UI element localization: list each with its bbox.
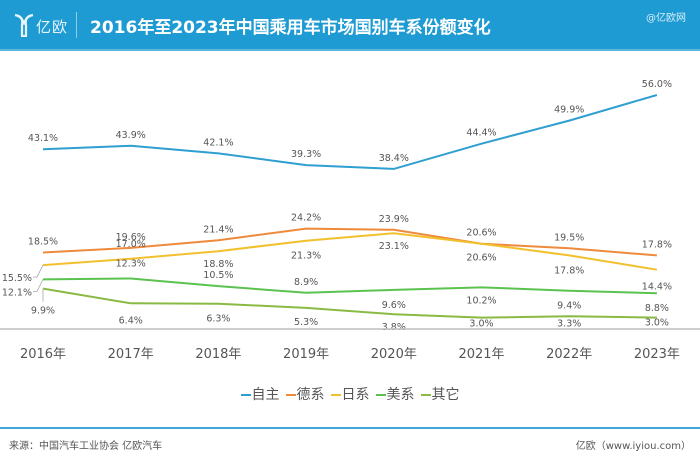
x-tick-label: 2018年 [195,347,241,362]
legend-swatch [285,394,296,396]
data-label-meixi: 10.2% [466,295,496,306]
series-line-qita [42,287,657,319]
series-line-rixi [42,232,658,271]
logo: 亿欧 [14,13,76,37]
legend-label: 德系 [296,387,325,403]
logo-text: 亿欧 [36,18,69,36]
data-label-zizhu: 43.1% [28,133,58,144]
data-label-zizhu: 56.0% [642,79,672,90]
data-label-zizhu: 44.4% [466,128,496,139]
data-label-qita: 9.9% [31,306,55,317]
data-label-zizhu: 42.1% [203,137,233,148]
data-label-meixi: 9.4% [557,301,581,312]
legend-item-rixi: 日系 [330,384,370,404]
legend-swatch [420,394,431,396]
legend-item-qita: 其它 [420,384,460,404]
footer-divider [0,427,700,429]
data-label-rixi: 20.6% [466,253,496,264]
data-label-qita: 3.8% [382,322,406,333]
data-label-meixi: 9.6% [382,300,406,311]
series-line-zizhu [42,94,658,170]
legend-item-meixi: 美系 [375,384,415,404]
site-credit: 亿欧（www.iyiou.com） [575,441,691,452]
data-label-dexi: 23.9% [379,214,409,225]
legend-label: 其它 [431,387,460,403]
data-label-qita: 3.0% [469,319,493,330]
series-line-dexi [42,227,657,257]
data-label-zizhu: 49.9% [554,105,584,116]
x-tick-label: 2016年 [20,347,66,362]
x-tick-label: 2023年 [634,347,680,362]
header-divider [76,12,77,38]
data-label-rixi: 18.8% [203,259,233,270]
data-label-dexi: 17.8% [642,239,672,250]
chart-title: 2016年至2023年中国乘用车市场国别车系份额变化 [90,18,491,38]
x-tick-label: 2017年 [108,347,154,362]
x-axis-ticks: 2016年 2017年 2018年 2019年 2020年 2021年 2022年 2023年 [20,347,680,362]
data-label-dexi: 19.5% [554,232,584,243]
data-label-rixi: 17.0% [116,239,146,250]
header-bar: 亿欧 2016年至2023年中国乘用车市场国别车系份额变化 @亿欧网 [0,0,700,51]
data-label-meixi: 12.3% [116,259,146,270]
data-label-zizhu: 39.3% [291,149,321,160]
data-label-rixi: 21.3% [291,251,321,262]
data-label-meixi: 8.9% [294,277,318,288]
x-tick-label: 2021年 [458,347,504,362]
logo-y-icon [14,13,34,37]
legend-label: 日系 [341,387,370,403]
label-leader-line [33,264,44,278]
line-chart: 43.1% 43.9% 42.1% 39.3% 38.4% 44.4% 49.9% 56.0%… [0,79,700,362]
data-label-qita: 3.0% [645,318,669,329]
watermark: @亿欧网 [646,13,686,24]
series-layer [42,94,658,319]
legend-swatch [240,394,251,396]
x-tick-label: 2022年 [546,347,592,362]
legend: 自主 德系 日系 美系 其它 [0,384,700,404]
legend-label: 美系 [386,387,415,403]
data-label-rixi: 14.4% [642,282,672,293]
data-label-dexi: 18.5% [28,237,58,248]
label-leader-line [33,279,44,292]
data-label-qita: 5.3% [294,317,318,328]
legend-item-dexi: 德系 [285,384,325,404]
source-note: 来源：中国汽车工业协会 亿欧汽车 [9,441,163,452]
data-label-rixi: 17.8% [554,265,584,276]
legend-swatch [375,394,386,396]
data-label-dexi: 21.4% [203,224,233,235]
legend-item-zizhu: 自主 [240,384,280,404]
data-label-dexi: 24.2% [291,213,321,224]
x-tick-label: 2019年 [283,347,329,362]
series-line-meixi [42,277,657,295]
data-labels: 43.1% 43.9% 42.1% 39.3% 38.4% 44.4% 49.9% 56.0%… [2,79,672,333]
data-label-dexi: 20.6% [466,228,496,239]
legend-swatch [330,394,341,396]
data-label-qita: 6.3% [206,314,230,325]
data-label-meixi: 12.1% [2,287,32,298]
data-label-rixi: 23.1% [379,241,409,252]
data-label-zizhu: 43.9% [116,130,146,141]
data-label-dexi: 19.6% [116,232,146,243]
data-label-qita: 3.3% [557,318,581,329]
data-label-rixi: 15.5% [2,273,32,284]
x-tick-label: 2020年 [371,347,417,362]
data-label-meixi: 10.5% [203,270,233,281]
data-label-meixi: 8.8% [645,303,669,314]
data-label-zizhu: 38.4% [379,153,409,164]
data-label-qita: 6.4% [119,315,143,326]
legend-label: 自主 [251,387,280,403]
